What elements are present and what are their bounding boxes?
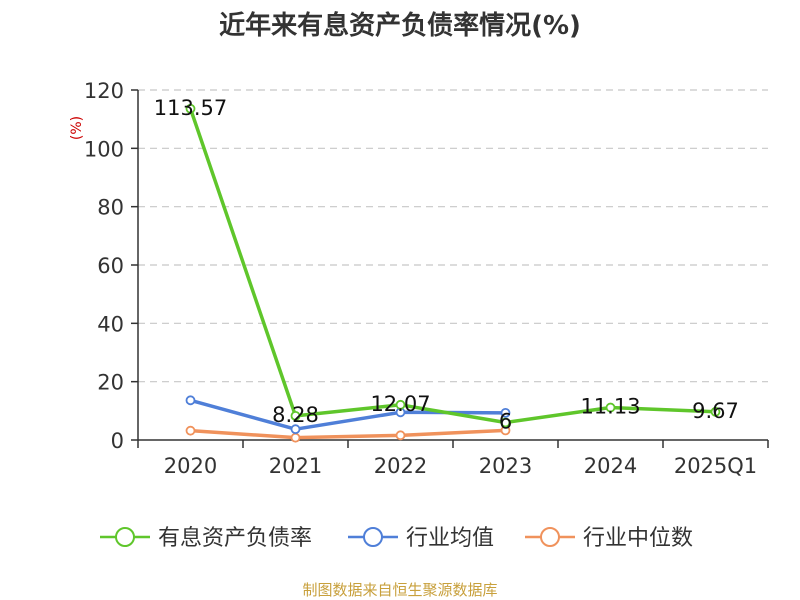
data-label: 9.67 bbox=[692, 399, 739, 423]
grid-lines bbox=[138, 89, 768, 383]
data-label: 6 bbox=[499, 410, 512, 434]
data-point bbox=[710, 406, 721, 417]
y-tick-label: 40 bbox=[97, 312, 124, 336]
y-tick-label: 120 bbox=[84, 79, 124, 103]
data-point bbox=[185, 103, 196, 114]
legend-label: 有息资产负债率 bbox=[158, 526, 312, 551]
data-point bbox=[500, 417, 511, 428]
data-point bbox=[185, 425, 196, 436]
y-tick-label: 60 bbox=[97, 254, 124, 278]
x-tick-label: 2025Q1 bbox=[674, 454, 757, 478]
legend: 有息资产负债率 行业均值 行业中位数 bbox=[100, 526, 693, 551]
legend-item-1: 行业均值 bbox=[348, 526, 494, 551]
data-label: 12.07 bbox=[370, 392, 430, 416]
data-point bbox=[185, 395, 196, 406]
series-line bbox=[188, 108, 716, 425]
data-point bbox=[290, 424, 301, 435]
y-tick-label: 20 bbox=[97, 371, 124, 395]
data-point bbox=[395, 430, 406, 441]
legend-item-0: 有息资产负债率 bbox=[100, 526, 312, 551]
x-tick-label: 2020 bbox=[164, 454, 217, 478]
axes: 0 20 40 60 80 100 120 2020 2021 2022 2023 2024 2025Q… bbox=[84, 79, 769, 478]
legend-item-2: 行业中位数 bbox=[525, 526, 693, 551]
data-label: 11.13 bbox=[580, 395, 640, 419]
legend-marker bbox=[115, 527, 135, 547]
legend-marker bbox=[540, 527, 560, 547]
series-layer bbox=[185, 103, 721, 443]
data-labels: 113.57 8.28 12.07 6 11.13 9.67 bbox=[154, 96, 739, 434]
data-point bbox=[290, 410, 301, 421]
x-tick-label: 2021 bbox=[269, 454, 322, 478]
data-point bbox=[290, 432, 301, 443]
series-0 bbox=[185, 103, 721, 428]
x-tick-label: 2023 bbox=[479, 454, 532, 478]
data-point bbox=[605, 402, 616, 413]
y-axis-label: (%) bbox=[69, 116, 85, 140]
x-tick-label: 2024 bbox=[584, 454, 637, 478]
x-tick-label: 2022 bbox=[374, 454, 427, 478]
data-point bbox=[500, 407, 511, 418]
y-tick-label: 80 bbox=[97, 196, 124, 220]
legend-label: 行业均值 bbox=[406, 526, 494, 551]
series-line bbox=[190, 428, 506, 440]
legend-marker bbox=[363, 527, 383, 547]
y-tick-label: 0 bbox=[111, 429, 124, 453]
source-note: 制图数据来自恒生聚源数据库 bbox=[302, 581, 497, 599]
y-tick-label: 100 bbox=[84, 137, 124, 161]
data-point bbox=[395, 399, 406, 410]
legend-label: 行业中位数 bbox=[583, 526, 693, 551]
data-label: 113.57 bbox=[154, 96, 227, 120]
data-label: 8.28 bbox=[272, 403, 319, 427]
chart-title: 近年来有息资产负债率情况(%) bbox=[219, 10, 581, 41]
